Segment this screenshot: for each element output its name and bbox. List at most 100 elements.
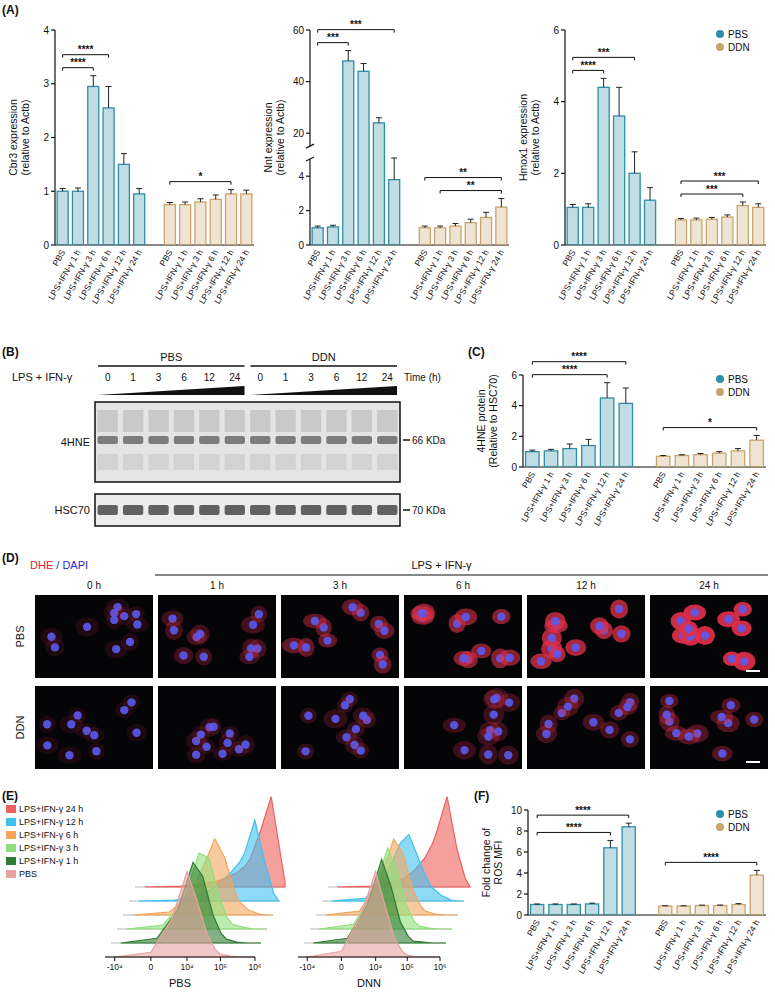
x-axis bbox=[528, 914, 766, 915]
error-cap bbox=[604, 382, 610, 383]
y-tick bbox=[306, 133, 310, 134]
smear bbox=[225, 410, 245, 432]
error-bar bbox=[623, 388, 629, 403]
ridge-baseline bbox=[105, 957, 255, 958]
cell bbox=[60, 715, 83, 733]
y-tick-label: 40 bbox=[293, 76, 305, 87]
axis-title: Hmox1 expression bbox=[517, 94, 529, 181]
microscopy: DHE / DAPILPS + IFN-γ0 h1 h3 h6 h12 h24 … bbox=[14, 559, 768, 769]
smear bbox=[123, 410, 143, 432]
x-tick-label: PBS bbox=[525, 918, 542, 938]
bar bbox=[526, 452, 539, 467]
error-bar bbox=[604, 383, 610, 398]
bar bbox=[134, 194, 145, 245]
panel-letter: (F) bbox=[474, 789, 489, 803]
x-tick bbox=[407, 957, 408, 961]
x-tick bbox=[220, 957, 221, 961]
nucleus bbox=[691, 608, 699, 616]
nucleus bbox=[126, 638, 134, 646]
band bbox=[301, 436, 321, 444]
panel-letter: (D) bbox=[2, 551, 19, 565]
nucleus bbox=[484, 750, 492, 758]
legend-label: DDN bbox=[728, 822, 750, 833]
cell bbox=[374, 656, 392, 674]
bar bbox=[226, 194, 237, 245]
error-bar bbox=[468, 219, 474, 222]
error-cap bbox=[468, 219, 474, 220]
band bbox=[148, 436, 168, 444]
error-line bbox=[123, 154, 124, 165]
y-tick bbox=[306, 29, 310, 30]
y-tick-label: 4 bbox=[43, 25, 49, 36]
error-line bbox=[363, 64, 364, 72]
y-tick-label: 0 bbox=[298, 240, 304, 251]
smear bbox=[199, 454, 219, 470]
time-label: 6 bbox=[181, 372, 187, 383]
bar-chart: 0246810Fold change ofROS MFIPBSLPS+IFN-γ… bbox=[480, 805, 766, 976]
significance-label: **** bbox=[575, 805, 591, 816]
cell bbox=[710, 710, 733, 724]
cell bbox=[297, 744, 314, 760]
y-tick-label: 4 bbox=[298, 171, 304, 182]
cell bbox=[443, 718, 466, 733]
nucleus bbox=[418, 609, 426, 617]
error-cap bbox=[452, 223, 458, 224]
x-tick-label: 10⁴ bbox=[180, 962, 193, 972]
band bbox=[148, 505, 168, 515]
group-label: DDN bbox=[312, 351, 336, 363]
bar bbox=[675, 220, 686, 245]
nucleus bbox=[209, 722, 217, 730]
cell bbox=[45, 638, 65, 656]
nucleus bbox=[477, 647, 485, 655]
x-tick-label: LPS+IFN-γ 24 h bbox=[360, 248, 399, 306]
band bbox=[326, 505, 346, 515]
bar bbox=[732, 905, 745, 916]
size-label: 70 KDa bbox=[412, 505, 446, 516]
band bbox=[123, 436, 143, 444]
bar bbox=[694, 455, 707, 467]
error-cap bbox=[735, 448, 741, 449]
legend-label: PBS bbox=[728, 29, 748, 40]
row-label: PBS bbox=[14, 625, 26, 647]
nucleus bbox=[685, 732, 693, 740]
cell bbox=[745, 712, 763, 728]
legend-label: PBS bbox=[728, 809, 748, 820]
error-cap bbox=[662, 905, 668, 906]
x-tick-label: PBS bbox=[520, 470, 537, 490]
axis-title: PBS bbox=[169, 977, 191, 989]
error-cap bbox=[136, 188, 142, 189]
nucleus bbox=[196, 630, 204, 638]
y-tick bbox=[524, 872, 528, 873]
error-cap bbox=[754, 870, 760, 871]
cell bbox=[680, 621, 698, 636]
time-label: 1 bbox=[283, 372, 289, 383]
bar-chart: 01234Cbr3 expression(relative to Actb)PB… bbox=[7, 25, 254, 306]
panel-letter: (B) bbox=[2, 345, 19, 359]
nucleus bbox=[739, 605, 747, 613]
time-label: 12 bbox=[356, 372, 368, 383]
y-tick-label: 10 bbox=[511, 805, 523, 816]
time-label: 1 h bbox=[210, 580, 224, 591]
micrograph bbox=[650, 686, 768, 769]
error-cap bbox=[376, 117, 382, 118]
cell bbox=[191, 624, 210, 643]
y-tick-label: 4 bbox=[516, 868, 522, 879]
legend-swatch bbox=[6, 844, 16, 852]
bar bbox=[531, 905, 544, 916]
error-line bbox=[625, 388, 626, 403]
nucleus bbox=[290, 641, 298, 649]
significance-label: **** bbox=[703, 852, 719, 863]
legend-swatch bbox=[716, 823, 724, 831]
cell bbox=[536, 725, 557, 743]
group-line bbox=[251, 365, 398, 367]
band bbox=[225, 505, 245, 515]
cell bbox=[298, 638, 315, 657]
error-bar bbox=[228, 190, 234, 194]
smear bbox=[377, 454, 397, 470]
legend-swatch bbox=[716, 388, 724, 396]
error-bar bbox=[662, 905, 668, 906]
nucleus bbox=[348, 603, 356, 611]
cell bbox=[105, 640, 128, 658]
legend-swatch bbox=[6, 870, 16, 878]
axis-break bbox=[306, 144, 314, 148]
